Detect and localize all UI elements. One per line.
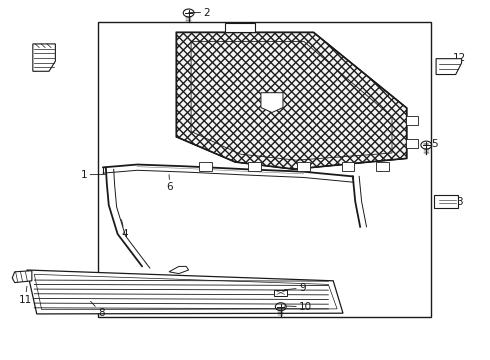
Bar [297, 162, 310, 171]
Polygon shape [434, 195, 458, 208]
Text: 4: 4 [122, 220, 128, 239]
Text: 10: 10 [284, 302, 312, 312]
Text: 8: 8 [91, 301, 105, 318]
Polygon shape [169, 266, 189, 274]
Bar [342, 162, 354, 171]
Bar [98, 22, 431, 317]
Bar [248, 162, 261, 171]
Bar [406, 116, 418, 125]
Polygon shape [225, 23, 255, 32]
Polygon shape [436, 59, 462, 75]
Text: 12: 12 [439, 53, 466, 63]
Text: 7: 7 [32, 58, 42, 74]
Text: 5: 5 [424, 139, 438, 149]
Text: 1: 1 [81, 170, 105, 180]
Polygon shape [274, 290, 287, 296]
Polygon shape [27, 270, 343, 314]
Polygon shape [12, 271, 32, 283]
Polygon shape [33, 44, 55, 71]
Text: 9: 9 [284, 283, 306, 293]
Bar [406, 139, 418, 148]
Text: 2: 2 [189, 8, 210, 18]
Text: 3: 3 [441, 197, 463, 207]
Text: 11: 11 [19, 286, 32, 305]
Bar [376, 162, 389, 171]
Text: 6: 6 [167, 175, 173, 192]
Polygon shape [261, 93, 283, 112]
Bar [199, 162, 212, 171]
Polygon shape [176, 32, 407, 169]
